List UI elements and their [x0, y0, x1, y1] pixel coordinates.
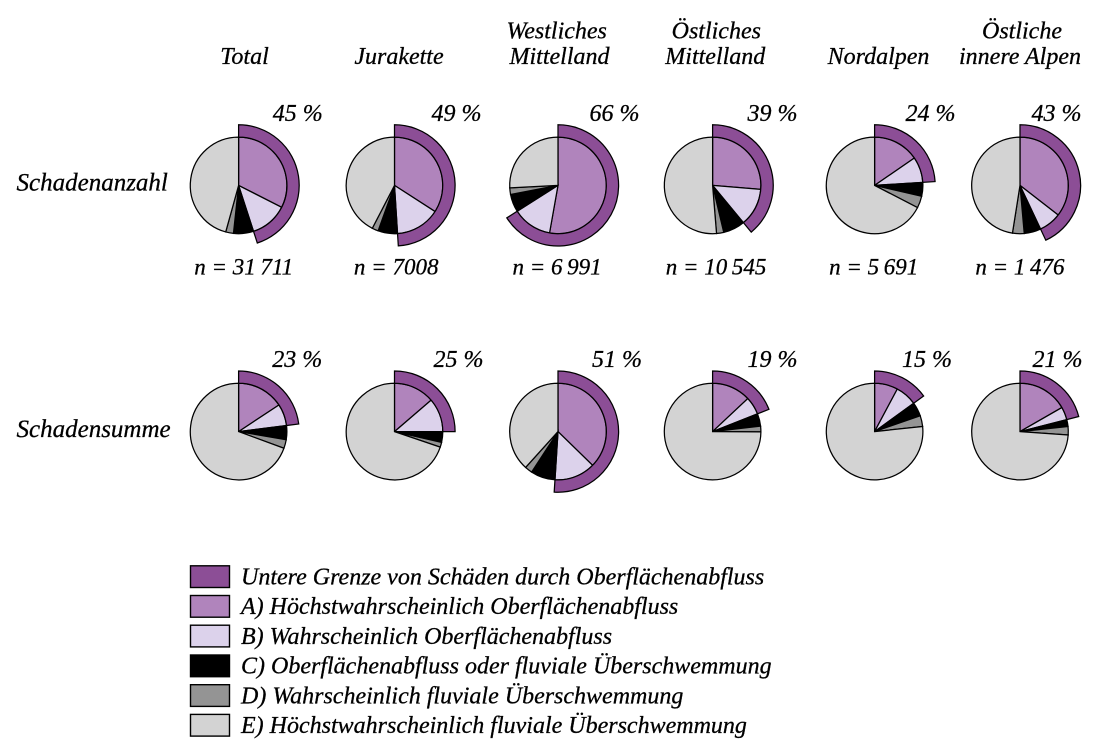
- svg-text:A) Höchstwahrscheinlich Oberfl: A) Höchstwahrscheinlich Oberflächenabflu…: [239, 594, 678, 620]
- svg-text:25 %: 25 %: [434, 347, 484, 373]
- svg-text:n = 1 476: n = 1 476: [975, 254, 1065, 279]
- svg-text:Östliches: Östliches: [672, 19, 761, 45]
- svg-text:C) Oberflächenabfluss oder flu: C) Oberflächenabfluss oder fluviale Über…: [241, 654, 772, 680]
- svg-text:Nordalpen: Nordalpen: [827, 44, 930, 70]
- svg-text:45 %: 45 %: [273, 101, 323, 127]
- svg-text:B) Wahrscheinlich Oberflächena: B) Wahrscheinlich Oberflächenabfluss: [241, 624, 612, 650]
- svg-text:Mittelland: Mittelland: [664, 44, 766, 70]
- svg-text:66 %: 66 %: [590, 101, 640, 127]
- svg-text:21 %: 21 %: [1033, 347, 1083, 373]
- svg-text:n = 7008: n = 7008: [354, 254, 439, 279]
- svg-text:23 %: 23 %: [272, 347, 322, 373]
- svg-text:19 %: 19 %: [748, 347, 798, 373]
- svg-text:24 %: 24 %: [906, 101, 956, 127]
- svg-text:E) Höchstwahrscheinlich fluvia: E) Höchstwahrscheinlich fluviale Übersch…: [240, 713, 747, 739]
- svg-text:n = 10 545: n = 10 545: [666, 254, 767, 279]
- svg-text:Mittelland: Mittelland: [509, 44, 611, 70]
- svg-text:15 %: 15 %: [902, 347, 952, 373]
- svg-text:Östliche: Östliche: [982, 19, 1062, 45]
- svg-text:Untere Grenze von Schäden durc: Untere Grenze von Schäden durch Oberfläc…: [241, 564, 764, 590]
- svg-text:D) Wahrscheinlich fluviale Übe: D) Wahrscheinlich fluviale Überschwemmun…: [240, 683, 683, 709]
- svg-text:49 %: 49 %: [432, 101, 482, 127]
- svg-text:Schadenanzahl: Schadenanzahl: [17, 170, 168, 197]
- svg-text:n = 31 711: n = 31 711: [194, 254, 293, 279]
- svg-text:43 %: 43 %: [1032, 101, 1082, 127]
- svg-text:Westliches: Westliches: [506, 19, 606, 45]
- svg-text:51 %: 51 %: [592, 347, 642, 373]
- svg-text:39 %: 39 %: [747, 101, 798, 127]
- svg-text:innere Alpen: innere Alpen: [959, 44, 1081, 70]
- svg-text:Jurakette: Jurakette: [354, 44, 444, 70]
- svg-text:Total: Total: [220, 44, 269, 70]
- svg-text:n = 5 691: n = 5 691: [829, 254, 918, 279]
- svg-text:n = 6 991: n = 6 991: [512, 254, 601, 279]
- svg-text:Schadensumme: Schadensumme: [17, 416, 171, 443]
